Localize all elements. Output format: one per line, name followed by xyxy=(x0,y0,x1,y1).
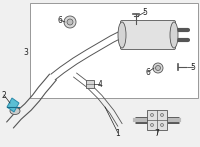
FancyBboxPatch shape xyxy=(120,20,176,50)
Ellipse shape xyxy=(156,66,160,71)
Bar xyxy=(147,110,167,130)
Ellipse shape xyxy=(151,123,154,127)
Text: 6: 6 xyxy=(146,67,150,76)
Text: 2: 2 xyxy=(2,91,6,100)
Ellipse shape xyxy=(170,22,178,48)
Text: 7: 7 xyxy=(155,130,159,138)
Ellipse shape xyxy=(67,19,73,25)
Ellipse shape xyxy=(151,113,154,117)
Ellipse shape xyxy=(160,113,164,117)
Bar xyxy=(30,3,198,98)
Text: 3: 3 xyxy=(24,47,28,56)
Ellipse shape xyxy=(153,63,163,73)
Text: 4: 4 xyxy=(98,80,102,88)
Text: 5: 5 xyxy=(191,62,195,71)
Bar xyxy=(86,80,94,88)
Ellipse shape xyxy=(10,107,20,115)
Ellipse shape xyxy=(64,16,76,28)
Text: 5: 5 xyxy=(143,7,147,16)
Text: 6: 6 xyxy=(58,15,62,25)
Polygon shape xyxy=(7,98,19,112)
Text: 1: 1 xyxy=(116,128,120,137)
Ellipse shape xyxy=(160,123,164,127)
Ellipse shape xyxy=(118,22,126,48)
